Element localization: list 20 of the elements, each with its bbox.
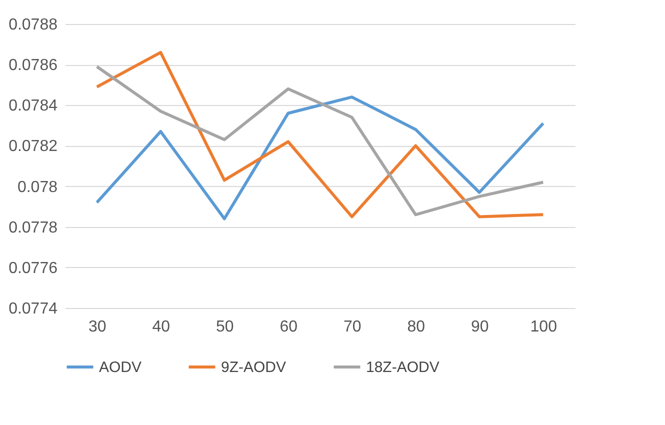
x-tick-label: 90: [470, 318, 489, 336]
y-tick-label: 0.0778: [8, 219, 58, 236]
x-tick-label: 60: [280, 318, 298, 336]
y-tick-label: 0.0784: [8, 98, 58, 115]
x-tick-label: 70: [343, 318, 362, 336]
x-tick-label: 100: [530, 318, 558, 336]
legend-label: 9Z-AODV: [221, 359, 286, 376]
legend-label: AODV: [99, 359, 142, 376]
x-tick-label: 80: [407, 318, 426, 336]
y-tick-label: 0.0776: [8, 260, 58, 277]
y-tick-label: 0.0782: [8, 138, 58, 156]
x-tick-label: 30: [88, 318, 106, 336]
legend-label: 18Z-AODV: [366, 359, 440, 376]
y-tick-label: 0.0774: [8, 300, 58, 318]
x-tick-label: 50: [216, 318, 234, 336]
x-tick-label: 40: [152, 318, 170, 336]
line-series: [95, 96, 545, 220]
y-tick-label: 0.078: [17, 178, 58, 196]
y-tick-label: 0.0786: [8, 57, 58, 74]
y-tick-label: 0.0788: [8, 16, 58, 34]
